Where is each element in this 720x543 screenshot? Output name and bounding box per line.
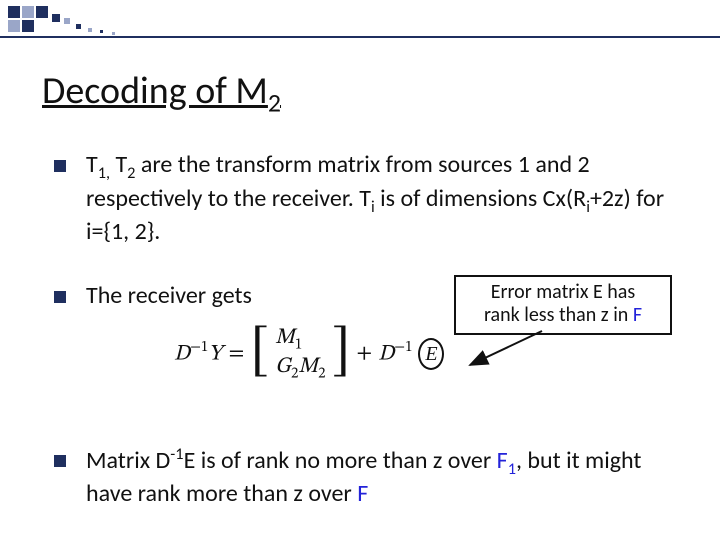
bullet-icon bbox=[54, 291, 66, 303]
sym: D bbox=[378, 344, 394, 366]
bracket-icon: ] bbox=[332, 328, 351, 377]
text: 1, bbox=[98, 163, 110, 183]
decor-square bbox=[52, 14, 60, 22]
title-rule bbox=[0, 36, 720, 38]
bullet-icon bbox=[54, 160, 66, 172]
text: T bbox=[110, 150, 127, 179]
text: The receiver gets bbox=[86, 281, 252, 310]
formula: D−1Y = [ M1 G2M2 ] + D−1 E bbox=[174, 325, 514, 399]
bullet-icon bbox=[54, 455, 66, 467]
decor-square bbox=[22, 20, 34, 32]
sym: −1 bbox=[394, 340, 412, 355]
text: 1 bbox=[508, 458, 516, 478]
text: -1 bbox=[170, 444, 183, 464]
text: F bbox=[357, 479, 368, 508]
decor-square bbox=[64, 18, 70, 24]
sym: 2 bbox=[318, 366, 325, 381]
text: is of dimensions Cx(R bbox=[375, 184, 586, 213]
bracket-icon: [ bbox=[250, 328, 269, 377]
sym: 1 bbox=[295, 337, 302, 352]
sym: M bbox=[275, 327, 295, 349]
bullet-item: The receiver gets Error matrix E has ran… bbox=[54, 281, 684, 411]
sym: E bbox=[425, 342, 437, 366]
decor-square bbox=[22, 6, 34, 18]
text: F bbox=[497, 446, 508, 475]
decor-square bbox=[88, 28, 92, 32]
decor-square bbox=[100, 30, 103, 33]
sym: + bbox=[356, 341, 372, 368]
sym: M bbox=[298, 356, 318, 378]
slide-title: Decoding of M2 bbox=[42, 68, 281, 119]
decor-square bbox=[112, 32, 115, 35]
text: E is of rank no more than z over bbox=[184, 446, 497, 475]
text: Matrix D bbox=[86, 446, 170, 475]
title-text: Decoding of M bbox=[42, 68, 268, 114]
sym: = bbox=[228, 341, 244, 368]
decor-square bbox=[36, 6, 48, 18]
sym: −1 bbox=[190, 340, 208, 355]
callout-line2b: F bbox=[633, 303, 642, 327]
decor-square bbox=[76, 24, 81, 29]
sym: G bbox=[275, 356, 291, 378]
callout-line1: Error matrix E has bbox=[491, 280, 635, 304]
slide-body: T1, T2 are the transform matrix from sou… bbox=[54, 150, 684, 543]
decor-square bbox=[8, 20, 20, 32]
circled-e: E bbox=[418, 338, 444, 370]
sym: Y bbox=[208, 344, 222, 366]
corner-decoration bbox=[0, 0, 720, 38]
sym: D bbox=[174, 344, 190, 366]
text: T bbox=[86, 150, 98, 179]
callout-line2a: rank less than z in bbox=[484, 303, 633, 327]
bullet-item: T1, T2 are the transform matrix from sou… bbox=[54, 150, 684, 247]
title-subscript: 2 bbox=[268, 87, 281, 119]
decor-square bbox=[8, 6, 20, 18]
bullet-item: Matrix D-1E is of rank no more than z ov… bbox=[54, 445, 684, 509]
